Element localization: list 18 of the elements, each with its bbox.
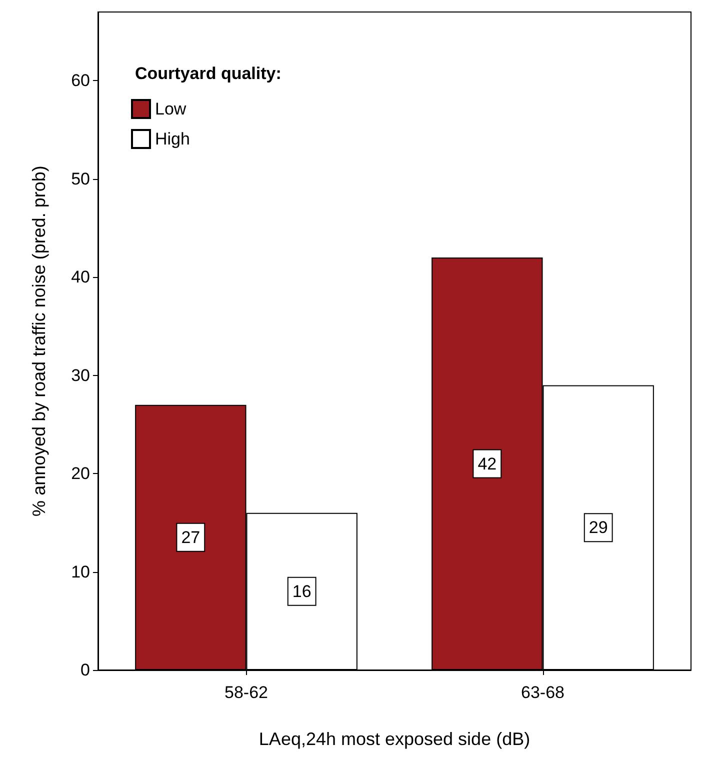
data-label: 42: [478, 454, 497, 474]
legend-label: High: [155, 130, 190, 148]
y-tick-label: 60: [71, 71, 90, 90]
x-tick-label: 63-68: [521, 683, 564, 702]
y-axis-title: % annoyed by road traffic noise (pred. prob): [29, 166, 49, 516]
legend-label: Low: [155, 100, 187, 118]
y-tick-label: 50: [71, 169, 90, 188]
y-tick-label: 20: [71, 464, 90, 484]
data-label: 16: [292, 582, 312, 601]
y-tick-label: 0: [80, 660, 90, 680]
legend-title: Courtyard quality:: [135, 64, 282, 83]
x-tick-label: 58-62: [224, 683, 268, 702]
y-tick-label: 40: [71, 268, 90, 287]
y-tick-label: 30: [71, 366, 90, 385]
data-label: 27: [181, 528, 200, 547]
y-tick-label: 10: [71, 562, 90, 582]
data-label: 29: [588, 518, 608, 538]
x-axis-title: LAeq,24h most exposed side (dB): [258, 729, 530, 749]
